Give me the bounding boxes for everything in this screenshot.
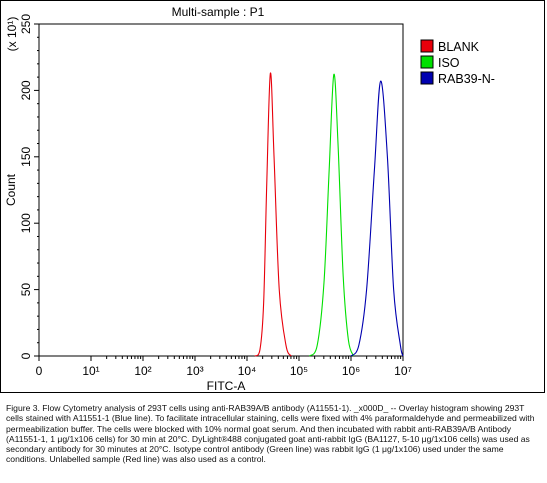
series-line-blank	[254, 72, 292, 357]
legend-swatch	[420, 55, 434, 69]
x-tick-label: 0	[36, 364, 43, 378]
x-tick-label: 10⁷	[394, 364, 412, 378]
y-multiplier: (x 10¹)	[5, 17, 19, 52]
series-line-iso	[308, 73, 355, 357]
flow-cytometry-histogram: Multi-sample : P1 0 50 100 150 200 250(x 10¹) C…	[4, 5, 495, 393]
chart-title: Multi-sample : P1	[172, 5, 265, 19]
series-line-rab39-n	[350, 80, 404, 357]
y-tick-label: 50	[19, 283, 33, 297]
y-tick-label: 150	[19, 146, 33, 166]
y-tick-label: 100	[19, 213, 33, 233]
figure-caption: Figure 3. Flow Cytometry analysis of 293…	[6, 403, 535, 465]
x-axis-label: FITC-A	[207, 379, 246, 393]
x-tick-label: 10²	[134, 364, 151, 378]
legend-label: RAB39-N-	[438, 72, 495, 86]
figure-frame: Multi-sample : P1 0 50 100 150 200 250 (x 10¹) C…	[0, 0, 545, 393]
legend-swatch	[420, 71, 434, 85]
legend-swatch	[420, 39, 434, 53]
x-tick-label: 10¹	[82, 364, 99, 378]
legend-label: ISO	[438, 56, 460, 70]
y-tick-label: 200	[19, 80, 33, 100]
y-axis-label: Count	[4, 173, 18, 206]
y-tick-label: 250	[19, 14, 33, 34]
legend-label: BLANK	[438, 40, 480, 54]
x-tick-label: 10⁴	[238, 364, 257, 378]
x-tick-label: 10⁵	[290, 364, 308, 378]
plot-area	[38, 23, 404, 357]
x-tick-label: 10³	[186, 364, 203, 378]
y-tick-label: 0	[19, 352, 33, 359]
x-tick-label: 10⁶	[342, 364, 360, 378]
